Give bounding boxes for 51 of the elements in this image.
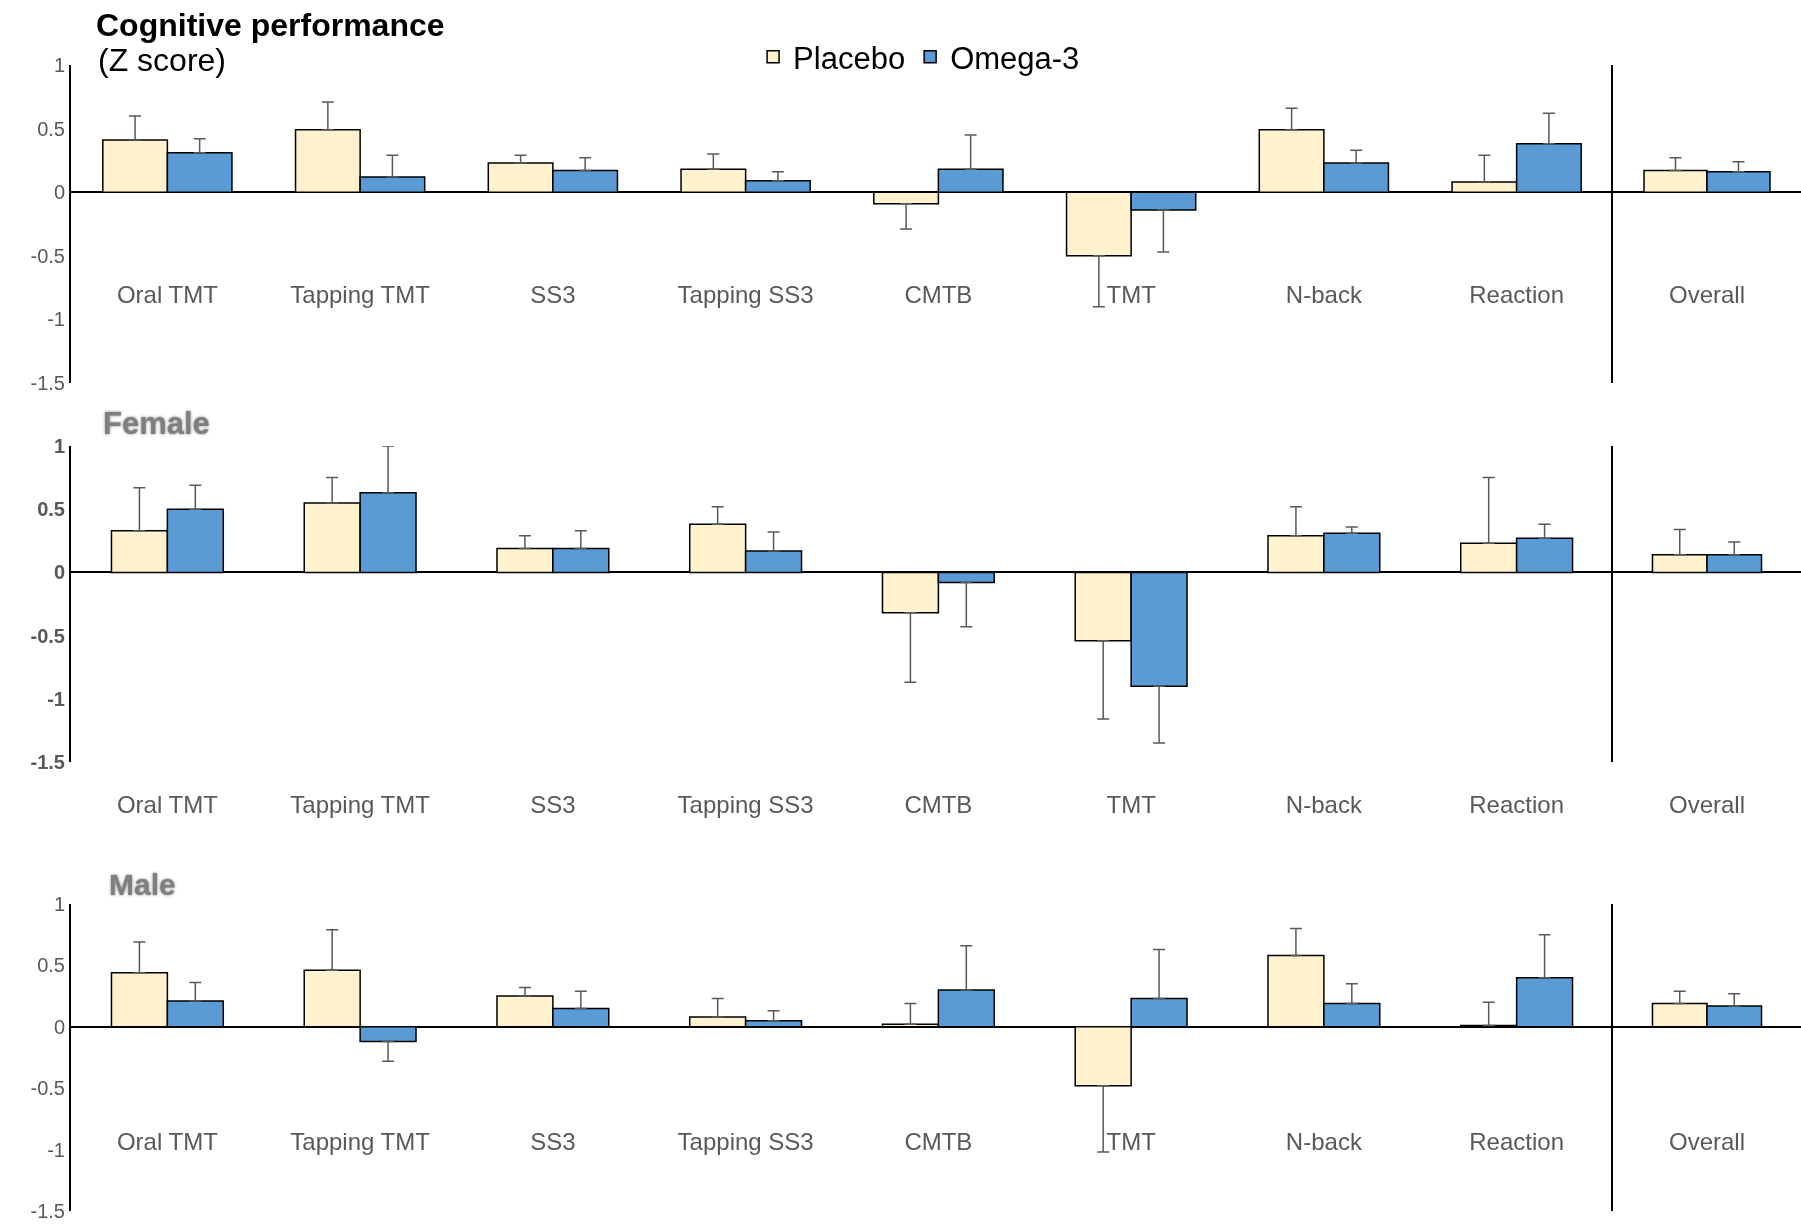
y-tick-label: 1 [53, 893, 65, 915]
y-tick-label: -1.5 [30, 372, 65, 394]
y-tick-label: -1 [47, 687, 65, 710]
x-tick-label: Reaction [1469, 1128, 1564, 1156]
y-tick-label: -0.5 [30, 1077, 65, 1100]
y-tick-label: -1 [47, 1138, 65, 1161]
chart-title: Female [103, 405, 210, 441]
x-tick-label: Overall [1668, 791, 1746, 818]
legend-label: Omega-3 [950, 40, 1080, 76]
y-tick-label: 0.5 [37, 117, 65, 140]
y-tick-label: 1 [53, 435, 65, 457]
x-tick-label: Tapping TMT [290, 791, 431, 818]
y-tick-label: 1 [53, 54, 65, 76]
x-tick-label: Overall [1668, 1128, 1746, 1156]
x-tick-label: CMTB [904, 281, 973, 309]
x-tick-label: Tapping SS3 [677, 791, 814, 818]
y-tick-label: -1.5 [30, 751, 65, 773]
x-tick-label: Overall [1668, 281, 1746, 309]
x-tick-label: N-back [1285, 281, 1363, 309]
y-tick-label: -0.5 [30, 624, 65, 647]
x-tick-label: N-back [1285, 1128, 1363, 1156]
y-tick-label: 0 [53, 1015, 65, 1038]
y-tick-label: -1 [47, 308, 65, 331]
x-tick-label: SS3 [530, 791, 576, 818]
y-tick-label: 0.5 [37, 954, 65, 977]
x-tick-label: Tapping SS3 [677, 1128, 814, 1156]
x-tick-label: CMTB [904, 791, 973, 818]
x-tick-label: Tapping TMT [290, 1128, 431, 1156]
y-tick-label: 0 [53, 561, 65, 584]
x-tick-label: Tapping TMT [290, 281, 431, 309]
y-tick-label: 0 [53, 181, 65, 204]
x-tick-label: SS3 [530, 1128, 576, 1156]
y-axis-title: (Z score) [98, 42, 226, 78]
x-tick-label: Tapping SS3 [677, 281, 814, 309]
x-tick-label: CMTB [904, 1128, 973, 1156]
y-tick-label: -0.5 [30, 244, 65, 267]
chart-title: Cognitive performance [96, 7, 445, 44]
x-tick-label: SS3 [530, 281, 576, 309]
x-tick-label: Reaction [1469, 281, 1564, 309]
x-tick-label: TMT [1106, 791, 1157, 818]
x-tick-label: TMT [1106, 281, 1157, 309]
x-tick-label: TMT [1106, 1128, 1157, 1156]
legend-label: Placebo [793, 40, 906, 76]
x-tick-label: Oral TMT [116, 1128, 219, 1156]
chart-title: Male [109, 867, 176, 901]
x-tick-label: Oral TMT [116, 281, 219, 309]
y-tick-label: 0.5 [37, 498, 65, 521]
x-tick-label: Reaction [1469, 791, 1564, 818]
x-tick-label: Oral TMT [116, 791, 219, 818]
y-tick-label: -1.5 [30, 1200, 65, 1222]
x-tick-label: N-back [1285, 791, 1363, 818]
